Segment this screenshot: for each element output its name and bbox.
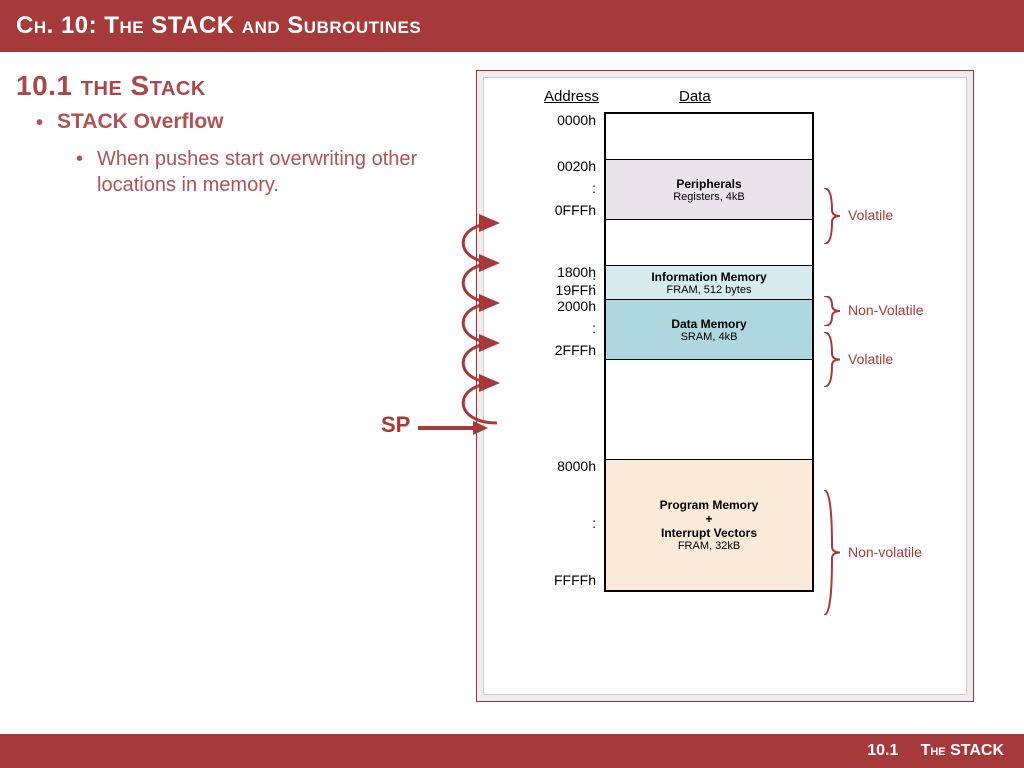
footer-number: 10.1	[867, 742, 898, 759]
address-label: 2000h	[536, 298, 596, 314]
slide-header: Ch. 10: The STACK and Subroutines	[0, 0, 1024, 52]
volatility-label: Non-volatile	[848, 544, 922, 560]
address-label: 0020h	[536, 158, 596, 174]
left-column: • STACK Overflow • When pushes start ove…	[16, 110, 436, 198]
bullet-dot-icon: •	[76, 146, 83, 198]
bullet2-text: When pushes start overwriting other loca…	[97, 146, 436, 198]
memory-region: PeripheralsRegisters, 4kB	[606, 160, 812, 220]
memory-region: Program Memory+Interrupt VectorsFRAM, 32…	[606, 460, 812, 590]
data-column-header: Data	[679, 88, 711, 105]
memory-diagram: Address Data PeripheralsRegisters, 4kB In…	[483, 77, 967, 695]
address-label: FFFFh	[536, 572, 596, 588]
spiral-overflow-icon	[442, 173, 542, 433]
address-label: 0000h	[536, 112, 596, 128]
volatility-label: Volatile	[848, 207, 893, 223]
address-label: :	[536, 515, 596, 531]
bullet-level-2: • When pushes start overwriting other lo…	[16, 136, 436, 198]
memory-region	[606, 360, 812, 460]
memory-diagram-frame: Address Data PeripheralsRegisters, 4kB In…	[476, 70, 974, 702]
brace-icon	[822, 188, 842, 244]
address-label: 0FFFh	[536, 202, 596, 218]
address-label: :	[536, 320, 596, 336]
address-column-header: Address	[544, 88, 599, 105]
sp-label: SP	[381, 412, 410, 438]
footer-title: The STACK	[921, 742, 1004, 759]
memory-table: PeripheralsRegisters, 4kB Information Mem…	[604, 112, 814, 592]
address-label: 8000h	[536, 458, 596, 474]
memory-region: Information MemoryFRAM, 512 bytes	[606, 266, 812, 300]
address-label: :	[536, 180, 596, 196]
brace-icon	[822, 332, 842, 387]
volatility-label: Non-Volatile	[848, 302, 924, 318]
header-text: Ch. 10: The STACK and Subroutines	[16, 12, 421, 39]
content-area: • STACK Overflow • When pushes start ove…	[0, 110, 1024, 198]
right-column: Address Data PeripheralsRegisters, 4kBIn…	[436, 110, 1008, 198]
volatility-label: Volatile	[848, 351, 893, 367]
brace-icon	[822, 490, 842, 615]
address-label: 2FFFh	[536, 342, 596, 358]
memory-region	[606, 220, 812, 266]
memory-region	[606, 114, 812, 160]
memory-region: Data MemorySRAM, 4kB	[606, 300, 812, 360]
brace-icon	[822, 296, 842, 326]
address-label: 19FFh	[536, 282, 596, 298]
bullet-level-1: • STACK Overflow	[16, 110, 436, 136]
slide-footer: 10.1 The STACK	[0, 734, 1024, 768]
bullet-dot-icon: •	[36, 110, 43, 136]
bullet1-text: STACK Overflow	[57, 110, 223, 136]
